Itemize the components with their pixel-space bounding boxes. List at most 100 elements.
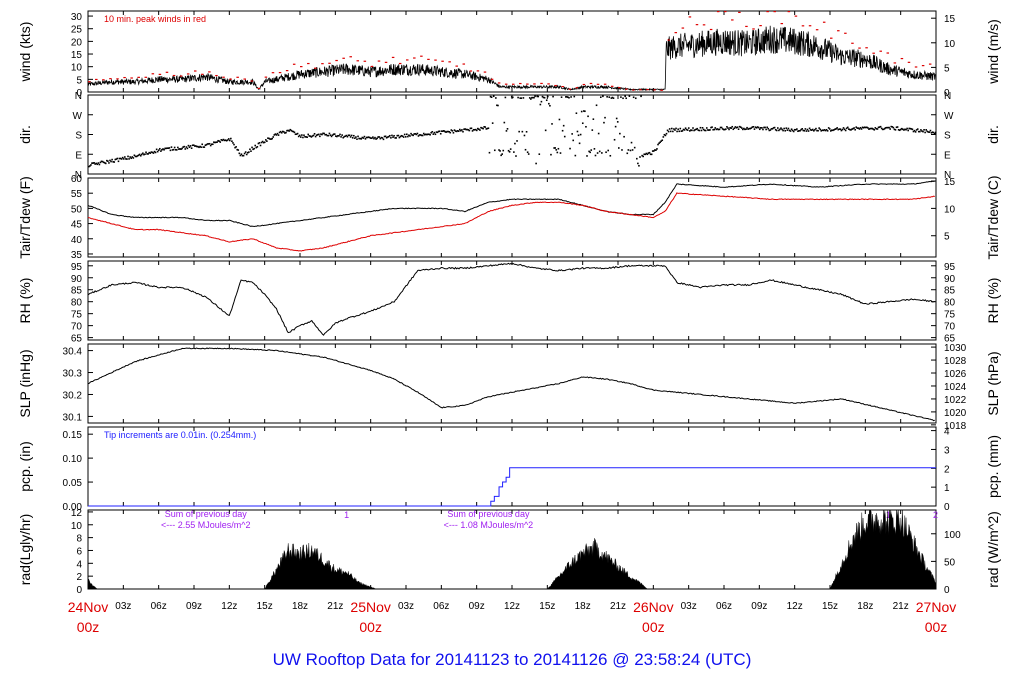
dir-point bbox=[109, 159, 111, 162]
dir-point bbox=[283, 131, 285, 133]
dir-point bbox=[831, 129, 833, 132]
dir-point bbox=[736, 126, 739, 129]
dir-point bbox=[743, 127, 745, 130]
dir-point bbox=[131, 156, 134, 158]
dir-point bbox=[195, 145, 197, 147]
dir-point bbox=[146, 153, 148, 155]
dir-point bbox=[678, 130, 681, 133]
dir-point bbox=[181, 147, 183, 150]
dir-point bbox=[795, 128, 797, 131]
dir-point bbox=[542, 96, 545, 99]
dir-point bbox=[389, 134, 391, 137]
ylabel-left-pcp: pcp. (in) bbox=[17, 441, 33, 492]
y-tick-label-left: 0.10 bbox=[63, 454, 83, 465]
dir-point bbox=[300, 136, 302, 138]
dir-point bbox=[561, 129, 564, 132]
y-tick-label-right: 0 bbox=[944, 502, 950, 513]
peak-wind-mark bbox=[377, 60, 381, 62]
y-tick-label-left: N bbox=[75, 170, 82, 181]
dir-point bbox=[773, 126, 776, 129]
dir-point bbox=[263, 141, 266, 144]
dir-point bbox=[173, 146, 176, 149]
dir-point bbox=[891, 126, 894, 128]
peak-wind-mark bbox=[236, 76, 239, 78]
ylabel-left-slp: SLP (inHg) bbox=[17, 349, 33, 417]
dir-point bbox=[780, 127, 782, 129]
dir-point bbox=[457, 130, 460, 132]
y-tick-label-left: 55 bbox=[71, 189, 83, 200]
dir-point bbox=[474, 128, 477, 131]
dir-point bbox=[92, 162, 94, 164]
y-tick-label-right: N bbox=[944, 91, 951, 102]
dir-point bbox=[922, 130, 924, 133]
dir-point bbox=[925, 129, 927, 131]
dir-point bbox=[843, 128, 846, 131]
dir-point bbox=[769, 129, 772, 131]
dir-point bbox=[763, 126, 765, 129]
dir-point bbox=[402, 136, 405, 138]
dir-point bbox=[574, 154, 577, 157]
dir-point bbox=[255, 146, 258, 149]
dir-point bbox=[269, 138, 271, 140]
dir-point bbox=[638, 164, 640, 167]
dir-point bbox=[93, 162, 95, 164]
dir-point bbox=[112, 161, 114, 163]
peak-wind-mark bbox=[257, 87, 261, 89]
dir-point bbox=[841, 128, 844, 131]
dir-point bbox=[746, 126, 748, 129]
dir-point bbox=[450, 129, 453, 131]
dir-point bbox=[412, 134, 414, 137]
dir-point bbox=[730, 127, 732, 129]
dir-point bbox=[734, 126, 737, 128]
peak-wind-mark bbox=[837, 30, 840, 32]
dir-point bbox=[724, 128, 726, 131]
dir-point bbox=[611, 96, 614, 99]
y-tick-label-left: 60 bbox=[71, 174, 83, 185]
x-day-label: 25Nov bbox=[350, 599, 390, 615]
dir-point bbox=[460, 129, 462, 132]
y-tick-label-right: 90 bbox=[944, 274, 956, 285]
dir-point bbox=[726, 126, 728, 128]
x-tick-label: 15z bbox=[822, 601, 838, 612]
dir-point bbox=[387, 135, 390, 138]
dir-point bbox=[791, 129, 794, 132]
dir-point bbox=[448, 131, 450, 133]
dir-point bbox=[416, 132, 419, 135]
dir-point bbox=[903, 129, 905, 131]
dir-point bbox=[774, 128, 777, 131]
peak-wind-mark bbox=[716, 11, 720, 13]
dir-point bbox=[418, 134, 421, 136]
peak-wind-mark bbox=[625, 88, 628, 90]
dir-point bbox=[127, 155, 129, 158]
dir-point bbox=[642, 155, 644, 158]
dir-point bbox=[772, 127, 775, 129]
dir-point bbox=[747, 128, 749, 130]
dir-point bbox=[615, 117, 618, 120]
dir-point bbox=[768, 129, 771, 132]
dir-point bbox=[179, 148, 181, 150]
peak-wind-mark bbox=[773, 11, 776, 13]
dir-point bbox=[199, 145, 201, 148]
dir-point bbox=[113, 161, 116, 163]
series-precip bbox=[88, 467, 936, 507]
dir-point bbox=[312, 134, 315, 137]
y-tick-label-right: 1026 bbox=[944, 369, 967, 380]
dir-point bbox=[102, 161, 105, 164]
dir-point bbox=[512, 96, 514, 99]
dir-point bbox=[873, 129, 876, 131]
dir-point bbox=[597, 132, 600, 135]
dir-point bbox=[390, 137, 392, 139]
dir-point bbox=[827, 127, 830, 129]
x-tick-label: 15z bbox=[539, 601, 555, 612]
y-tick-label-right: 80 bbox=[944, 298, 956, 309]
dir-point bbox=[111, 158, 113, 161]
dir-point bbox=[571, 133, 573, 135]
dir-point bbox=[413, 133, 416, 135]
dir-point bbox=[120, 158, 123, 160]
dir-point bbox=[699, 126, 702, 129]
dir-point bbox=[650, 153, 653, 156]
dir-point bbox=[95, 162, 98, 165]
y-tick-label-left: 2 bbox=[76, 572, 82, 583]
dir-point bbox=[225, 139, 228, 142]
dir-point bbox=[393, 134, 395, 137]
